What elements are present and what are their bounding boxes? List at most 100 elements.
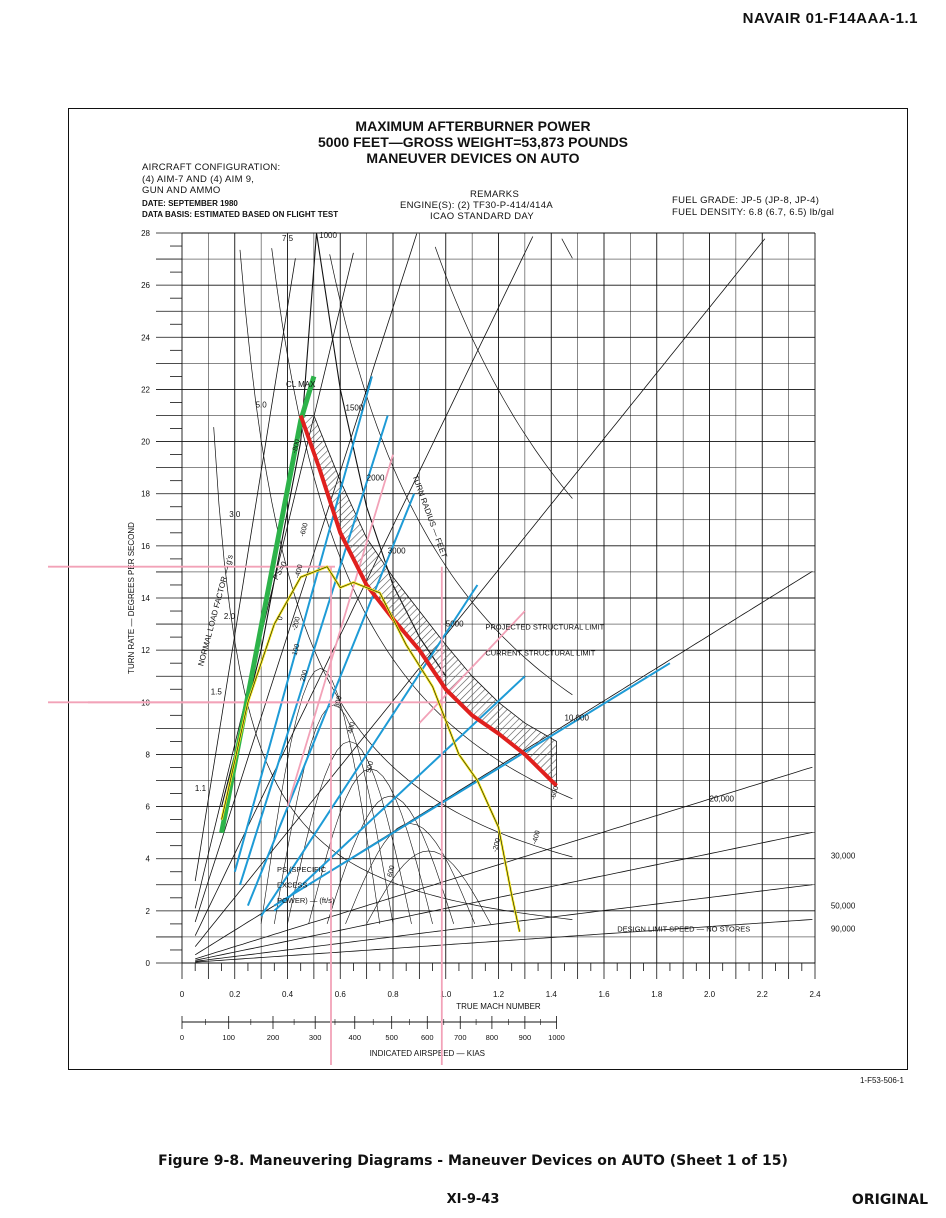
load-factor-line xyxy=(434,246,573,499)
y-tick-label: 24 xyxy=(141,333,150,342)
fuel-density: FUEL DENSITY: 6.8 (6.7, 6.5) lb/gal xyxy=(672,207,835,218)
y-tick-label: 16 xyxy=(141,542,150,551)
blue-overlay-line xyxy=(273,662,671,907)
turn-radius-value-label: 2000 xyxy=(367,474,385,483)
ps-contour-label: -800 xyxy=(291,439,301,454)
ps-contour-label: -400 xyxy=(531,830,541,845)
x-tick-label: 0.2 xyxy=(229,990,241,999)
blue-overlay-line xyxy=(233,376,373,873)
kias-tick-label: 300 xyxy=(309,1033,322,1042)
kias-tick-label: 0 xyxy=(180,1033,184,1042)
ps-contour-label: -200 xyxy=(492,838,502,853)
chart-title-line-1: MAXIMUM AFTERBURNER POWER xyxy=(355,118,591,134)
turn-radius-line xyxy=(195,766,813,960)
turn-radius-value-label: 10,000 xyxy=(564,714,589,723)
kias-tick-label: 100 xyxy=(222,1033,235,1042)
fuel-grade: FUEL GRADE: JP-5 (JP-8, JP-4) xyxy=(672,195,820,206)
turn-radius-line xyxy=(195,919,813,963)
y-tick-label: 18 xyxy=(141,490,150,499)
ps-label-line-3: POWER) — (ft/s) xyxy=(277,896,335,905)
red-structural-limit-highlight xyxy=(298,414,558,788)
ps-contour-label: -200 xyxy=(291,616,301,631)
y-tick-label: 12 xyxy=(141,646,150,655)
ps-label-line-2: EXCESS xyxy=(277,880,307,889)
ps-contour xyxy=(274,704,394,924)
y-tick-label: 26 xyxy=(141,281,150,290)
x-tick-label: 0 xyxy=(180,990,185,999)
x-tick-label: 1.8 xyxy=(651,990,663,999)
remarks-label: REMARKS xyxy=(470,189,520,200)
chart-title-line-3: MANEUVER DEVICES ON AUTO xyxy=(366,150,580,166)
y-tick-label: 20 xyxy=(141,438,150,447)
structural-limit-hatch-area xyxy=(300,415,557,787)
config-label: AIRCRAFT CONFIGURATION: xyxy=(142,162,281,173)
turn-radius-line xyxy=(195,884,813,962)
y-tick-label: 8 xyxy=(146,750,151,759)
turn-radius-value-label: 5000 xyxy=(446,620,464,629)
turn-radius-value-label: 20,000 xyxy=(710,794,735,803)
pink-overlay-line xyxy=(418,610,526,724)
kias-tick-label: 1000 xyxy=(548,1033,565,1042)
load-factor-label: 1.1 xyxy=(195,784,207,793)
y-tick-label: 14 xyxy=(141,594,150,603)
y-tick-label: 4 xyxy=(146,855,151,864)
load-factor-line xyxy=(329,254,573,696)
load-factor-line xyxy=(561,238,573,259)
kias-axis-label: INDICATED AIRSPEED — KIAS xyxy=(370,1049,485,1058)
x-tick-label: 2.0 xyxy=(704,990,716,999)
x-tick-label: 0.8 xyxy=(387,990,399,999)
ps-label-line-1: PS (SPECIFIC xyxy=(277,865,327,874)
x-tick-label: 1.6 xyxy=(598,990,610,999)
ps-contour xyxy=(345,823,476,925)
kias-tick-label: 500 xyxy=(385,1033,398,1042)
x-tick-label: 2.4 xyxy=(809,990,821,999)
turn-radius-value-label: 30,000 xyxy=(831,852,856,861)
load-factor-label: 1.5 xyxy=(211,687,223,696)
load-factor-line xyxy=(239,249,573,858)
load-factor-label: 2.0 xyxy=(224,612,236,621)
load-factor-label: 3.0 xyxy=(229,510,241,519)
y-tick-label: 0 xyxy=(146,959,151,968)
clmax-label: CL MAX xyxy=(286,380,316,389)
load-factor-line xyxy=(271,248,573,800)
turn-radius-line xyxy=(194,233,418,923)
x-tick-label: 0.4 xyxy=(282,990,294,999)
ps-contour-label: 500 xyxy=(366,760,376,773)
design-limit-label: DESIGN LIMIT SPEED — NO STORES xyxy=(617,925,750,934)
config-data-basis: DATA BASIS: ESTIMATED BASED ON FLIGHT TE… xyxy=(142,210,339,219)
pink-overlay-line xyxy=(286,454,394,807)
turn-radius-line xyxy=(194,258,296,882)
ps-contour xyxy=(308,768,433,924)
chart-frame xyxy=(68,108,908,1070)
config-date: DATE: SEPTEMBER 1980 xyxy=(142,199,238,208)
kias-tick-label: 600 xyxy=(421,1033,434,1042)
ps-contour-label: 0 xyxy=(277,616,285,622)
figure-code: 1-F53-506-1 xyxy=(859,1076,904,1085)
document-id: NAVAIR 01-F14AAA-1.1 xyxy=(742,10,918,27)
turn-radius-value-label: 90,000 xyxy=(831,925,856,934)
ps-contour-label: 400 xyxy=(347,721,357,734)
projected-limit-label: PROJECTED STRUCTURAL LIMIT xyxy=(485,622,604,631)
y-axis-label: TURN RATE — DEGREES PER SECOND xyxy=(127,522,136,674)
remarks-day: ICAO STANDARD DAY xyxy=(430,211,534,222)
config-line-1: (4) AIM-7 AND (4) AIM 9, xyxy=(142,174,255,185)
ps-contour-label: -600 xyxy=(299,522,309,537)
turn-radius-line xyxy=(194,238,766,947)
chart-title-line-2: 5000 FEET—GROSS WEIGHT=53,873 POUNDS xyxy=(317,134,629,150)
x-tick-label: 1.4 xyxy=(546,990,558,999)
ps-contour-label: 600 xyxy=(387,865,397,878)
y-tick-label: 22 xyxy=(141,385,150,394)
kias-tick-label: 700 xyxy=(454,1033,467,1042)
ps-contour-label: -400 xyxy=(294,564,304,579)
x-tick-label: 1.2 xyxy=(493,990,505,999)
x-tick-label: 0.6 xyxy=(335,990,347,999)
status-label: ORIGINAL xyxy=(851,1192,928,1208)
kias-tick-label: 400 xyxy=(348,1033,361,1042)
x-tick-label: 1.0 xyxy=(440,990,452,999)
kias-tick-label: 200 xyxy=(267,1033,280,1042)
turn-radius-value-label: 50,000 xyxy=(831,901,856,910)
ps-contour-label: 100 xyxy=(292,643,302,656)
x-axis-label: TRUE MACH NUMBER xyxy=(456,1002,541,1011)
ps-contour-label: -600 xyxy=(550,785,560,800)
page-number: XI-9-43 xyxy=(446,1192,500,1207)
